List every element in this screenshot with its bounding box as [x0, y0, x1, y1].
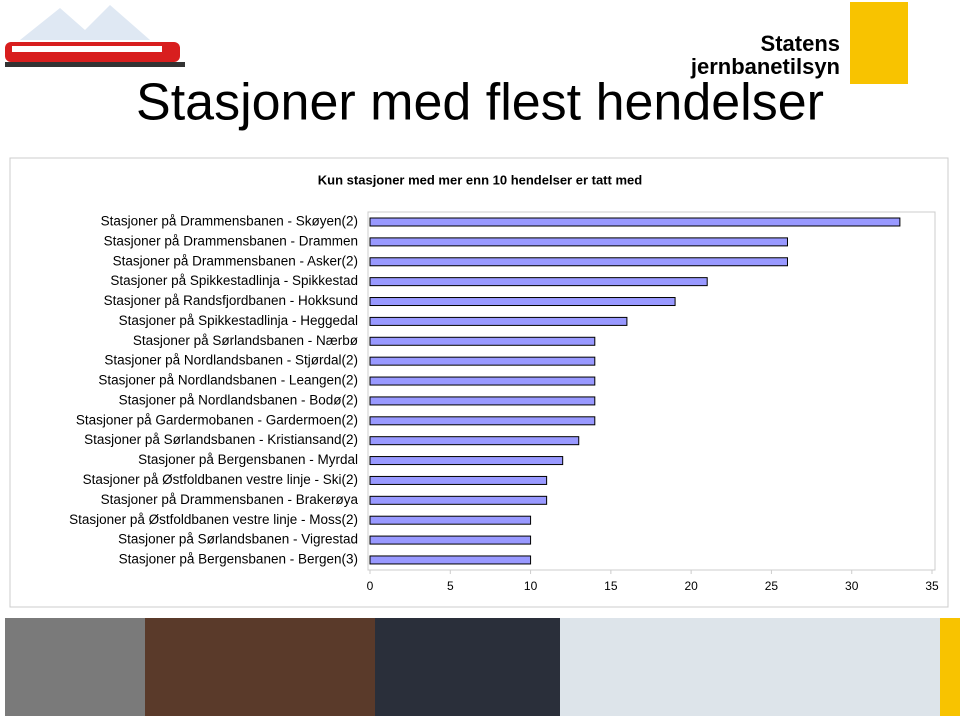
y-tick-label: Stasjoner på Østfoldbanen vestre linje -… — [69, 512, 358, 527]
x-tick-label: 25 — [765, 579, 779, 593]
logo-mark — [850, 2, 908, 84]
y-tick-label: Stasjoner på Drammensbanen - Asker(2) — [113, 253, 358, 268]
y-tick-label: Stasjoner på Sørlandsbanen - Nærbø — [133, 333, 358, 348]
logo-text: Statens — [761, 31, 840, 56]
bar — [369, 316, 628, 326]
bar — [369, 515, 532, 525]
slide-title: Stasjoner med flest hendelser — [136, 74, 824, 132]
x-tick-label: 0 — [367, 579, 374, 593]
bar — [369, 555, 532, 565]
plot-area — [367, 211, 936, 571]
chart-title: Kun stasjoner med mer enn 10 hendelser e… — [318, 172, 642, 187]
y-tick-label: Stasjoner på Nordlandsbanen - Leangen(2) — [98, 373, 358, 388]
y-tick-label: Stasjoner på Drammensbanen - Brakerøya — [101, 492, 359, 507]
y-tick-label: Stasjoner på Drammensbanen - Drammen — [104, 233, 358, 248]
bar — [369, 456, 564, 466]
x-tick-label: 35 — [925, 579, 939, 593]
x-tick-label: 20 — [684, 579, 698, 593]
bar — [369, 475, 548, 485]
y-tick-label: Stasjoner på Bergensbanen - Myrdal — [138, 452, 358, 467]
y-tick-label: Stasjoner på Sørlandsbanen - Vigrestad — [118, 532, 358, 547]
bar — [369, 336, 596, 346]
x-tick-label: 5 — [447, 579, 454, 593]
y-tick-label: Stasjoner på Gardermobanen - Gardermoen(… — [76, 412, 358, 427]
y-tick-label: Stasjoner på Drammensbanen - Skøyen(2) — [101, 214, 358, 229]
y-tick-label: Stasjoner på Bergensbanen - Bergen(3) — [119, 552, 358, 567]
x-tick-label: 30 — [845, 579, 859, 593]
bar — [369, 257, 788, 267]
bar — [369, 237, 788, 247]
y-tick-label: Stasjoner på Spikkestadlinja - Spikkesta… — [110, 273, 358, 288]
photo-strip — [5, 618, 960, 716]
bar — [369, 436, 580, 446]
bar — [369, 376, 596, 386]
bar — [369, 217, 901, 227]
y-tick-label: Stasjoner på Østfoldbanen vestre linje -… — [83, 472, 358, 487]
logo-text: jernbanetilsyn — [690, 54, 840, 79]
bar — [369, 396, 596, 406]
train-logo — [5, 5, 185, 67]
bar — [369, 297, 676, 307]
bar — [369, 277, 708, 287]
y-tick-label: Stasjoner på Nordlandsbanen - Stjørdal(2… — [104, 353, 358, 368]
bar — [369, 495, 548, 505]
bar — [369, 416, 596, 426]
bar — [369, 535, 532, 545]
bar — [369, 356, 596, 366]
y-tick-label: Stasjoner på Nordlandsbanen - Bodø(2) — [119, 392, 358, 407]
x-tick-label: 10 — [524, 579, 538, 593]
y-tick-label: Stasjoner på Spikkestadlinja - Heggedal — [119, 313, 358, 328]
y-tick-label: Stasjoner på Sørlandsbanen - Kristiansan… — [84, 432, 358, 447]
x-tick-label: 15 — [604, 579, 618, 593]
y-tick-label: Stasjoner på Randsfjordbanen - Hokksund — [104, 293, 358, 308]
